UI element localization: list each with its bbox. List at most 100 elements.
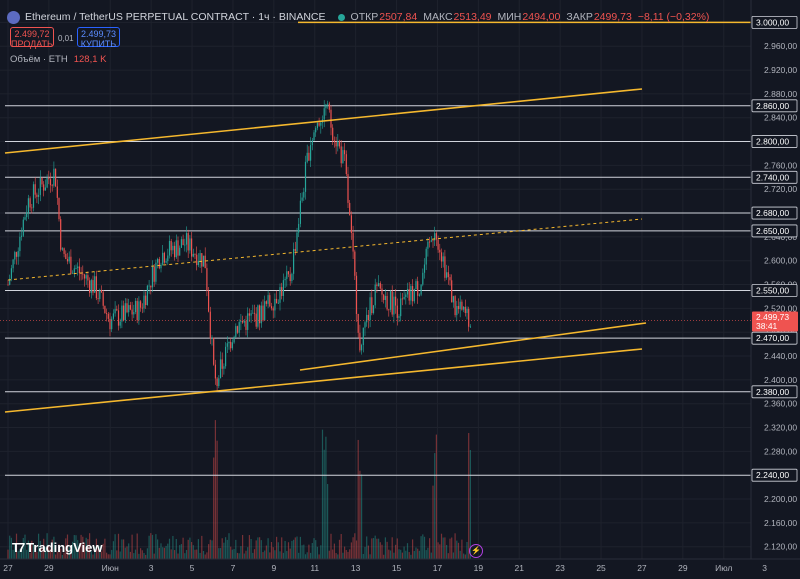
volume-bar: [267, 538, 269, 559]
volume-bar: [262, 552, 264, 559]
volume-bar: [466, 541, 468, 559]
volume-bar: [92, 554, 94, 559]
time-axis: 27 29 Июн 3 5 7 9 11 13 15 17 19 21 23 25 27 29 Июл 3: [3, 563, 767, 573]
high-value: 2513,49: [453, 11, 492, 23]
volume-bar: [192, 545, 194, 559]
buy-button[interactable]: 2.499,73 КУПИТЬ: [77, 27, 120, 49]
volume-bar: [136, 533, 138, 559]
level-label: 2.650,00: [756, 226, 789, 236]
candle-body: [454, 296, 456, 316]
level-label: 2.240,00: [756, 470, 789, 480]
level-label-box: [751, 284, 798, 297]
volume-bar: [31, 540, 33, 559]
volume-bar: [250, 539, 252, 559]
candle-body: [218, 378, 220, 387]
candle-body: [233, 336, 235, 343]
volume-bar: [14, 544, 16, 559]
volume-bar: [225, 537, 227, 559]
candle-body: [439, 249, 441, 253]
candle-body: [308, 152, 310, 161]
candle-body: [362, 327, 364, 346]
volume-bar: [134, 549, 137, 559]
volume-bar: [456, 540, 458, 559]
candle-body: [338, 140, 341, 147]
x-tick-label: 19: [474, 563, 484, 573]
candle-body: [376, 284, 378, 286]
tradingview-logo[interactable]: T7 TradingView: [12, 540, 103, 555]
candle-body: [293, 248, 295, 274]
candle-body: [396, 305, 398, 318]
volume-bar: [359, 470, 361, 559]
candle-body: [170, 240, 172, 251]
candle-body: [259, 305, 261, 324]
trendline: [7, 218, 643, 281]
volume-bar: [248, 535, 250, 559]
volume-bar: [332, 549, 334, 559]
volume-bar: [293, 539, 295, 559]
y-tick-label: 2.400,00: [764, 375, 797, 385]
candle-body: [395, 296, 397, 306]
lightning-icon[interactable]: ⚡: [469, 544, 483, 558]
volume-bar: [306, 552, 308, 559]
trendline: [4, 348, 643, 413]
volume-bar: [102, 543, 104, 559]
low-value: 2494,00: [522, 11, 561, 23]
y-tick-label: 2.960,00: [764, 41, 797, 51]
candle-body: [143, 295, 145, 309]
volume-bar: [335, 553, 337, 559]
candle-body: [425, 248, 427, 265]
volume-bar: [19, 548, 21, 559]
volume-bar: [121, 539, 123, 559]
volume-bar: [177, 553, 179, 559]
candle-body: [231, 342, 233, 349]
volume-bar: [446, 544, 448, 559]
volume-bar: [313, 538, 315, 559]
candle-body: [209, 311, 211, 339]
volume-bar: [197, 539, 199, 559]
volume-bar: [265, 545, 267, 559]
level-label: 2.380,00: [756, 387, 789, 397]
x-tick-label: 25: [596, 563, 606, 573]
volume-bar: [415, 547, 417, 559]
level-label-box: [751, 224, 798, 238]
volume-bar: [413, 551, 415, 559]
volume-bar: [337, 554, 339, 559]
candle-body: [240, 320, 242, 323]
volume-bar: [252, 552, 254, 559]
volume-bar: [349, 549, 351, 559]
volume-bar: [284, 540, 286, 559]
volume-bar: [276, 536, 278, 559]
volume-bar: [214, 420, 216, 559]
volume-bar: [26, 549, 28, 559]
volume-bar: [170, 549, 172, 559]
candle-body: [158, 258, 160, 269]
volume-bar: [386, 541, 388, 559]
level-label-box: [751, 468, 798, 482]
volume-legend[interactable]: Объём · ETH 128,1 K: [10, 54, 106, 65]
symbol-title[interactable]: Ethereum / TetherUS PERPETUAL CONTRACT ·…: [25, 11, 326, 23]
candle-body: [442, 256, 444, 262]
candle-body: [72, 272, 74, 274]
volume-bar: [257, 537, 259, 559]
sell-button[interactable]: 2.499,72 ПРОДАТЬ: [10, 27, 54, 49]
candle-body: [417, 281, 419, 296]
y-tick-label: 2.880,00: [764, 89, 797, 99]
candle-body: [303, 191, 305, 198]
volume-bar: [7, 549, 9, 559]
volume-bar: [187, 539, 189, 559]
candle-body: [408, 289, 410, 301]
candle-body: [82, 273, 84, 275]
volume-bar: [109, 554, 111, 559]
volume-bar: [398, 549, 400, 559]
volume-bar: [27, 540, 29, 559]
volume-bar: [182, 537, 184, 559]
candle-body: [151, 266, 154, 288]
volume-bar: [286, 550, 288, 559]
candle-body: [286, 271, 288, 279]
candle-body: [379, 283, 381, 289]
volume-bar: [308, 544, 310, 559]
candle-body: [204, 255, 206, 269]
volume-value: 128,1 K: [73, 54, 107, 65]
candle-body: [226, 343, 228, 347]
